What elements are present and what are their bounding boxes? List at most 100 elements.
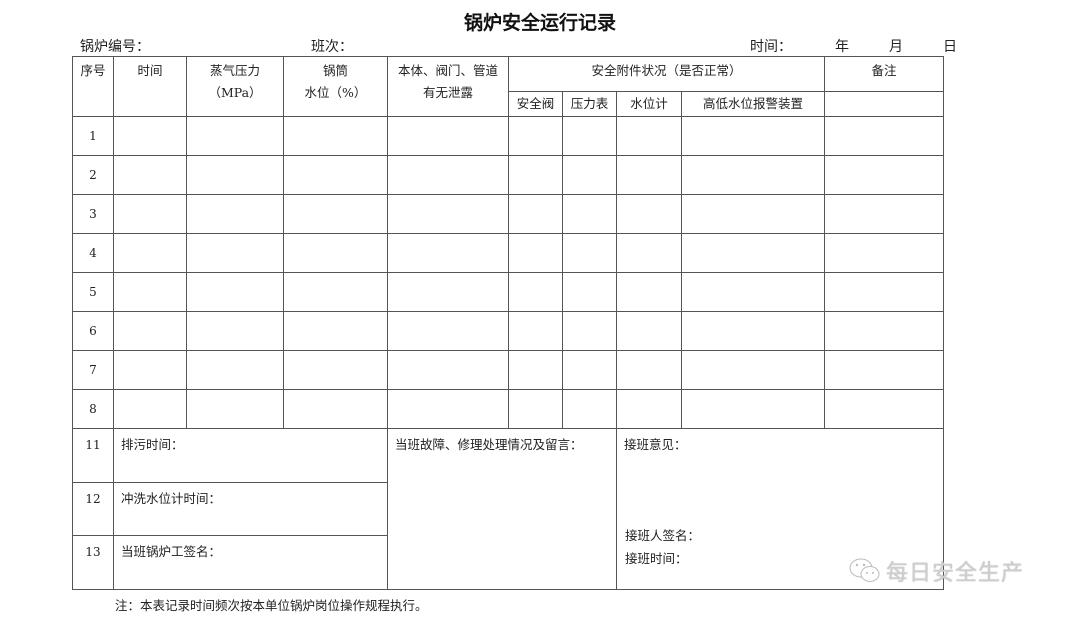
table-cell[interactable] [508, 350, 563, 390]
row-number: 12 [72, 482, 114, 536]
table-cell[interactable] [616, 389, 682, 429]
table-cell[interactable] [508, 194, 563, 234]
table-cell[interactable] [387, 116, 509, 156]
table-cell[interactable] [283, 233, 388, 273]
table-cell[interactable] [680, 311, 826, 351]
row-number: 11 [72, 428, 114, 483]
operator-sign-field[interactable]: 当班锅炉工签名： [113, 535, 388, 590]
boiler-number-label: 锅炉编号： [80, 39, 150, 55]
table-cell[interactable] [113, 155, 187, 195]
table-cell[interactable] [186, 116, 284, 156]
table-cell[interactable] [562, 350, 617, 390]
table-cell[interactable] [562, 389, 617, 429]
table-cell[interactable] [562, 311, 617, 351]
fault-notes-field[interactable]: 当班故障、修理处理情况及留言： [387, 428, 617, 590]
table-cell[interactable] [562, 272, 617, 312]
row-number: 4 [72, 233, 114, 273]
table-cell[interactable] [508, 116, 563, 156]
table-cell[interactable] [387, 194, 509, 234]
table-cell[interactable] [680, 194, 826, 234]
table-cell[interactable] [508, 311, 563, 351]
blowdown-time-field[interactable]: 排污时间： [113, 428, 388, 483]
flush-time-field[interactable]: 冲洗水位计时间： [113, 482, 388, 536]
handover-section[interactable]: 接班意见： 接班人签名： 接班时间： [615, 428, 945, 590]
table-cell[interactable] [616, 116, 682, 156]
table-cell[interactable] [186, 311, 284, 351]
table-cell[interactable] [113, 116, 187, 156]
table-cell[interactable] [562, 233, 617, 273]
table-cell[interactable] [616, 311, 682, 351]
table-cell[interactable] [824, 311, 945, 351]
table-cell[interactable] [387, 389, 509, 429]
table-cell[interactable] [824, 194, 945, 234]
table-cell[interactable] [680, 350, 826, 390]
table-cell[interactable] [113, 194, 187, 234]
table-cell[interactable] [616, 350, 682, 390]
table-cell[interactable] [824, 155, 945, 195]
table-cell[interactable] [824, 272, 945, 312]
header-water-gauge: 水位计 [616, 91, 682, 117]
header-pressure-unit: （MPa） [208, 85, 262, 100]
table-cell[interactable] [824, 233, 945, 273]
table-cell[interactable] [680, 155, 826, 195]
table-row: 6 [72, 311, 945, 351]
table-cell[interactable] [283, 155, 388, 195]
watermark-text: 每日安全生产 [886, 561, 1025, 586]
time-label: 时间： [750, 39, 792, 55]
table-cell[interactable] [283, 389, 388, 429]
handover-opinion-label: 接班意见： [624, 437, 687, 452]
shift-label: 班次： [311, 39, 353, 55]
header-remarks: 备注 [824, 56, 945, 92]
table-cell[interactable] [113, 311, 187, 351]
row-number: 7 [72, 350, 114, 390]
table-cell[interactable] [186, 194, 284, 234]
day-label: 日 [943, 39, 957, 55]
table-cell[interactable] [283, 116, 388, 156]
table-cell[interactable] [562, 116, 617, 156]
table-cell[interactable] [680, 272, 826, 312]
table-cell[interactable] [824, 350, 945, 390]
table-cell[interactable] [283, 272, 388, 312]
table-cell[interactable] [562, 194, 617, 234]
table-cell[interactable] [562, 155, 617, 195]
table-cell[interactable] [824, 389, 945, 429]
table-cell[interactable] [113, 233, 187, 273]
table-cell[interactable] [186, 155, 284, 195]
table-cell[interactable] [186, 233, 284, 273]
table-cell[interactable] [387, 311, 509, 351]
table-cell[interactable] [824, 116, 945, 156]
table-cell[interactable] [508, 233, 563, 273]
table-cell[interactable] [508, 155, 563, 195]
table-cell[interactable] [186, 272, 284, 312]
header-safety: 安全附件状况（是否正常） [507, 56, 826, 92]
table-cell[interactable] [508, 272, 563, 312]
table-cell[interactable] [680, 233, 826, 273]
table-cell[interactable] [387, 272, 509, 312]
table-cell[interactable] [283, 311, 388, 351]
table-row: 2 [72, 155, 945, 195]
table-cell[interactable] [113, 350, 187, 390]
table-cell[interactable] [283, 350, 388, 390]
table-cell[interactable] [680, 389, 826, 429]
table-row: 8 [72, 389, 945, 429]
table-cell[interactable] [616, 155, 682, 195]
table-cell[interactable] [113, 272, 187, 312]
row-number: 5 [72, 272, 114, 312]
table-cell[interactable] [387, 155, 509, 195]
table-cell[interactable] [387, 350, 509, 390]
table-cell[interactable] [616, 194, 682, 234]
table-cell[interactable] [387, 233, 509, 273]
table-cell[interactable] [508, 389, 563, 429]
table-cell[interactable] [283, 194, 388, 234]
row-number: 3 [72, 194, 114, 234]
table-row: 7 [72, 350, 945, 390]
table-cell[interactable] [680, 116, 826, 156]
header-leak-label: 本体、阀门、管道 [397, 63, 498, 78]
row-number: 2 [72, 155, 114, 195]
table-cell[interactable] [113, 389, 187, 429]
table-cell[interactable] [186, 350, 284, 390]
table-cell[interactable] [186, 389, 284, 429]
table-cell[interactable] [616, 233, 682, 273]
header-alarm: 高低水位报警装置 [680, 91, 826, 117]
table-cell[interactable] [616, 272, 682, 312]
